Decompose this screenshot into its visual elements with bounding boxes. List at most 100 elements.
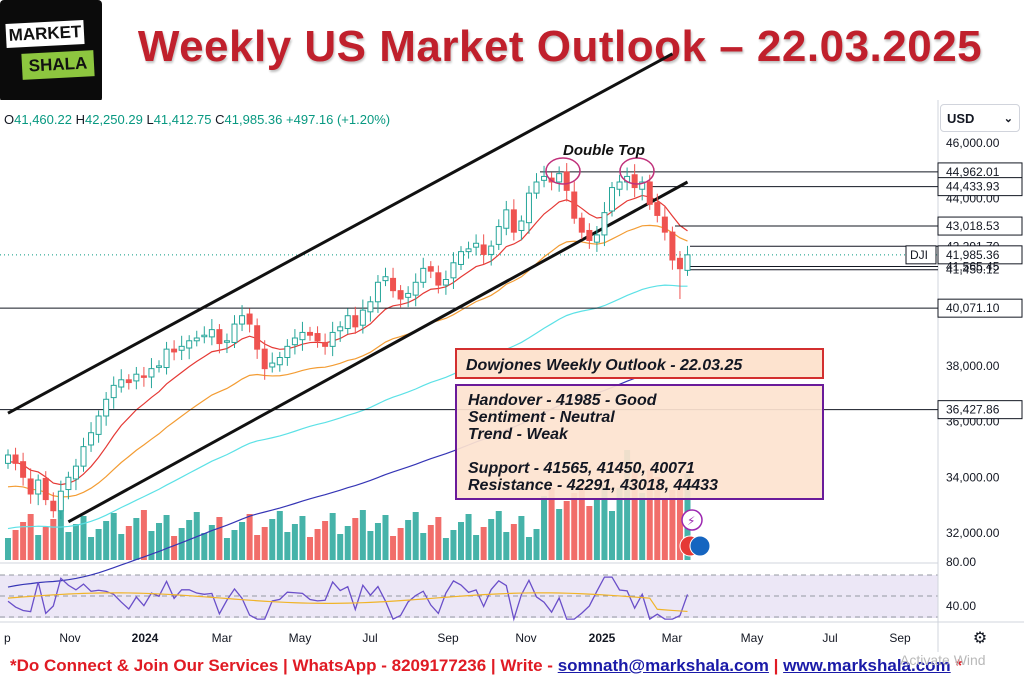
- settings-icon[interactable]: ⚙: [972, 628, 988, 647]
- time-tick-label: Nov: [59, 631, 80, 645]
- volume-bar: [246, 514, 253, 560]
- dji-weekly-chart[interactable]: Double Top Dowjones Weekly Outlook - 22.0…: [0, 0, 1024, 652]
- volume-bar: [458, 522, 464, 560]
- flash-icon: [681, 509, 703, 531]
- price-level-label: 43,018.53: [937, 216, 1023, 236]
- candle-body: [352, 315, 359, 328]
- volume-bar: [518, 516, 525, 560]
- candle-body: [223, 340, 230, 343]
- volume-bar: [65, 532, 72, 560]
- volume-bar: [654, 477, 661, 560]
- close-value: 41,985.36: [224, 112, 283, 127]
- volume-bar: [95, 529, 102, 560]
- volume-bar: [5, 538, 11, 560]
- price-level-label: 41,450.12: [946, 263, 1000, 277]
- volume-bar: [299, 516, 306, 560]
- candles: [5, 163, 691, 520]
- volume-bar: [163, 515, 170, 560]
- candle-body: [442, 279, 449, 286]
- volume-bar: [609, 511, 615, 560]
- candle-body: [163, 348, 170, 369]
- outlook-title-text: Dowjones Weekly Outlook - 22.03.25: [466, 357, 743, 374]
- time-tick-label: p: [4, 631, 11, 645]
- volume-bar: [533, 529, 540, 560]
- low-value: 41,412.75: [153, 112, 212, 127]
- price-label-text: 41,985.36: [946, 248, 1000, 262]
- candle-body: [556, 173, 563, 183]
- candle-body: [654, 202, 661, 216]
- volume-bar: [231, 530, 238, 560]
- outlook-support-text: Support - 41565, 41450, 40071: [468, 460, 695, 477]
- candle-body: [57, 490, 64, 512]
- volume-bar: [397, 528, 404, 560]
- candle-body: [148, 368, 155, 378]
- candle-body: [405, 292, 412, 298]
- price-label-text: 43,018.53: [946, 219, 1000, 233]
- volume-bar: [616, 488, 623, 560]
- volume-bar: [307, 537, 313, 560]
- footer-sep: |: [768, 656, 784, 675]
- volume-bar: [337, 534, 344, 560]
- price-label-text: 41,565.45: [946, 260, 1000, 274]
- time-tick-label: Jul: [822, 631, 837, 645]
- candle-body: [216, 329, 223, 345]
- candle-body: [178, 345, 185, 351]
- rsi-line: [7, 576, 689, 622]
- candle-body: [684, 254, 691, 271]
- volume-bar: [27, 514, 34, 560]
- double-top-circle-left: [545, 157, 581, 185]
- volume-bar: [223, 538, 230, 560]
- candle-body: [35, 479, 42, 495]
- open-value: 41,460.22: [14, 112, 72, 127]
- double-top-annotation: Double Top: [563, 142, 645, 159]
- candle-body: [397, 290, 404, 300]
- candle-body: [329, 331, 336, 347]
- volume-bars: [5, 450, 691, 560]
- volume-bar: [239, 522, 246, 560]
- activate-windows-watermark: Activate Wind: [900, 652, 986, 668]
- volume-bar: [148, 531, 155, 560]
- rsi-ma-line: [7, 592, 688, 613]
- volume-bar: [639, 493, 646, 560]
- price-label-text: 40,071.10: [946, 301, 1000, 315]
- candle-body: [208, 329, 215, 338]
- email-link[interactable]: somnath@markshala.com: [557, 656, 769, 675]
- flash-glyph: ⚡: [687, 514, 695, 528]
- candle-body: [284, 345, 291, 359]
- open-label: O: [4, 112, 15, 127]
- volume-bar: [254, 535, 261, 560]
- volume-bar: [578, 485, 585, 560]
- candle-body: [269, 362, 276, 368]
- candle-body: [239, 315, 246, 325]
- volume-bar: [201, 533, 208, 560]
- candle-body: [246, 313, 253, 325]
- candle-body: [390, 277, 397, 292]
- volume-bar: [503, 532, 510, 560]
- volume-bar: [525, 537, 532, 560]
- price-level-label: 41,565.45: [946, 260, 1000, 274]
- candle-body: [12, 454, 19, 464]
- candle-body: [465, 248, 472, 253]
- ema-line: [7, 284, 688, 530]
- candle-body: [586, 229, 593, 242]
- price-label-text: 44,433.93: [946, 180, 1000, 194]
- website-link[interactable]: www.markshala.com: [783, 656, 951, 675]
- candle-body: [367, 301, 374, 313]
- time-tick-label: Nov: [515, 631, 536, 645]
- volume-bar: [427, 525, 434, 560]
- time-tick-label: Sep: [437, 631, 459, 645]
- volume-bar: [276, 511, 283, 560]
- candle-body: [518, 220, 525, 231]
- volume-bar: [586, 506, 593, 560]
- currency-selector[interactable]: USD ⌄: [940, 104, 1020, 132]
- volume-bar: [110, 513, 117, 560]
- volume-bar: [284, 532, 291, 560]
- volume-bar: [646, 470, 653, 560]
- volume-bar: [374, 523, 381, 560]
- volume-bar: [435, 517, 442, 560]
- time-tick-label: Jul: [362, 631, 377, 645]
- candle-body: [231, 323, 238, 343]
- price-level-label: DJI 41,985.36: [905, 245, 1023, 265]
- candle-body: [435, 272, 442, 286]
- candle-body: [186, 340, 193, 349]
